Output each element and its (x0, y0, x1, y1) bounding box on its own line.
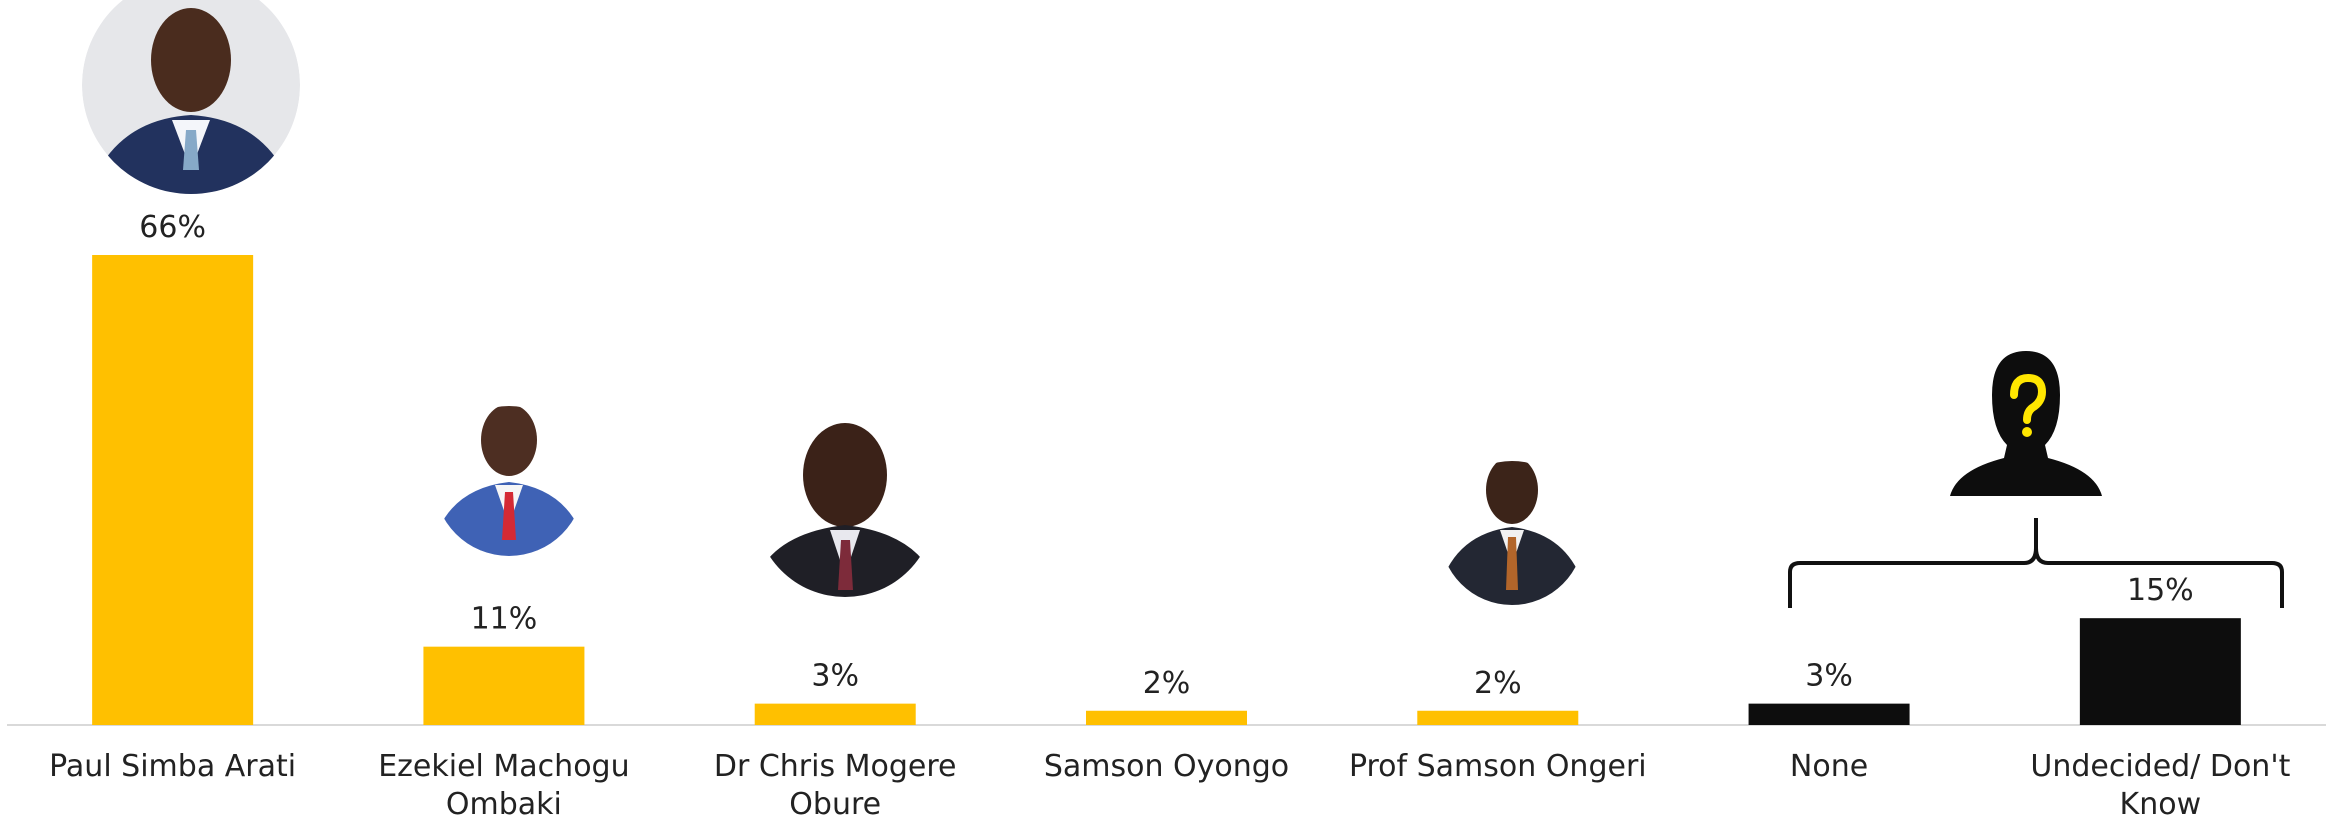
candidate-photo (755, 417, 935, 597)
category-label: Ezekiel Machogu Ombaki (378, 749, 630, 822)
bar (754, 703, 916, 725)
value-label: 15% (2127, 573, 2194, 608)
category-label: Dr Chris Mogere Obure (713, 749, 957, 822)
bracket (1788, 518, 2284, 608)
value-label: 11% (471, 602, 538, 637)
category-label: Undecided/ Don't Know (2030, 749, 2291, 822)
category-label: Paul Simba Arati (49, 749, 297, 784)
category-label: None (1789, 749, 1869, 784)
candidate-photo (82, 0, 300, 194)
value-label: 3% (1805, 659, 1853, 694)
category-label: Samson Oyongo (1043, 749, 1290, 784)
value-label: 2% (1143, 666, 1191, 701)
bar (423, 646, 585, 725)
bar (92, 255, 254, 725)
value-label: 3% (811, 659, 859, 694)
bar (1748, 703, 1910, 725)
category-label: Prof Samson Ongeri (1348, 749, 1647, 784)
candidate-photo (434, 406, 584, 556)
bar (1417, 710, 1579, 725)
value-label: 66% (139, 210, 206, 245)
unknown-silhouette (1950, 351, 2102, 496)
candidate-photo (1440, 461, 1584, 605)
value-label: 2% (1474, 666, 1522, 701)
bar (2079, 618, 2241, 725)
bar (1086, 710, 1247, 725)
